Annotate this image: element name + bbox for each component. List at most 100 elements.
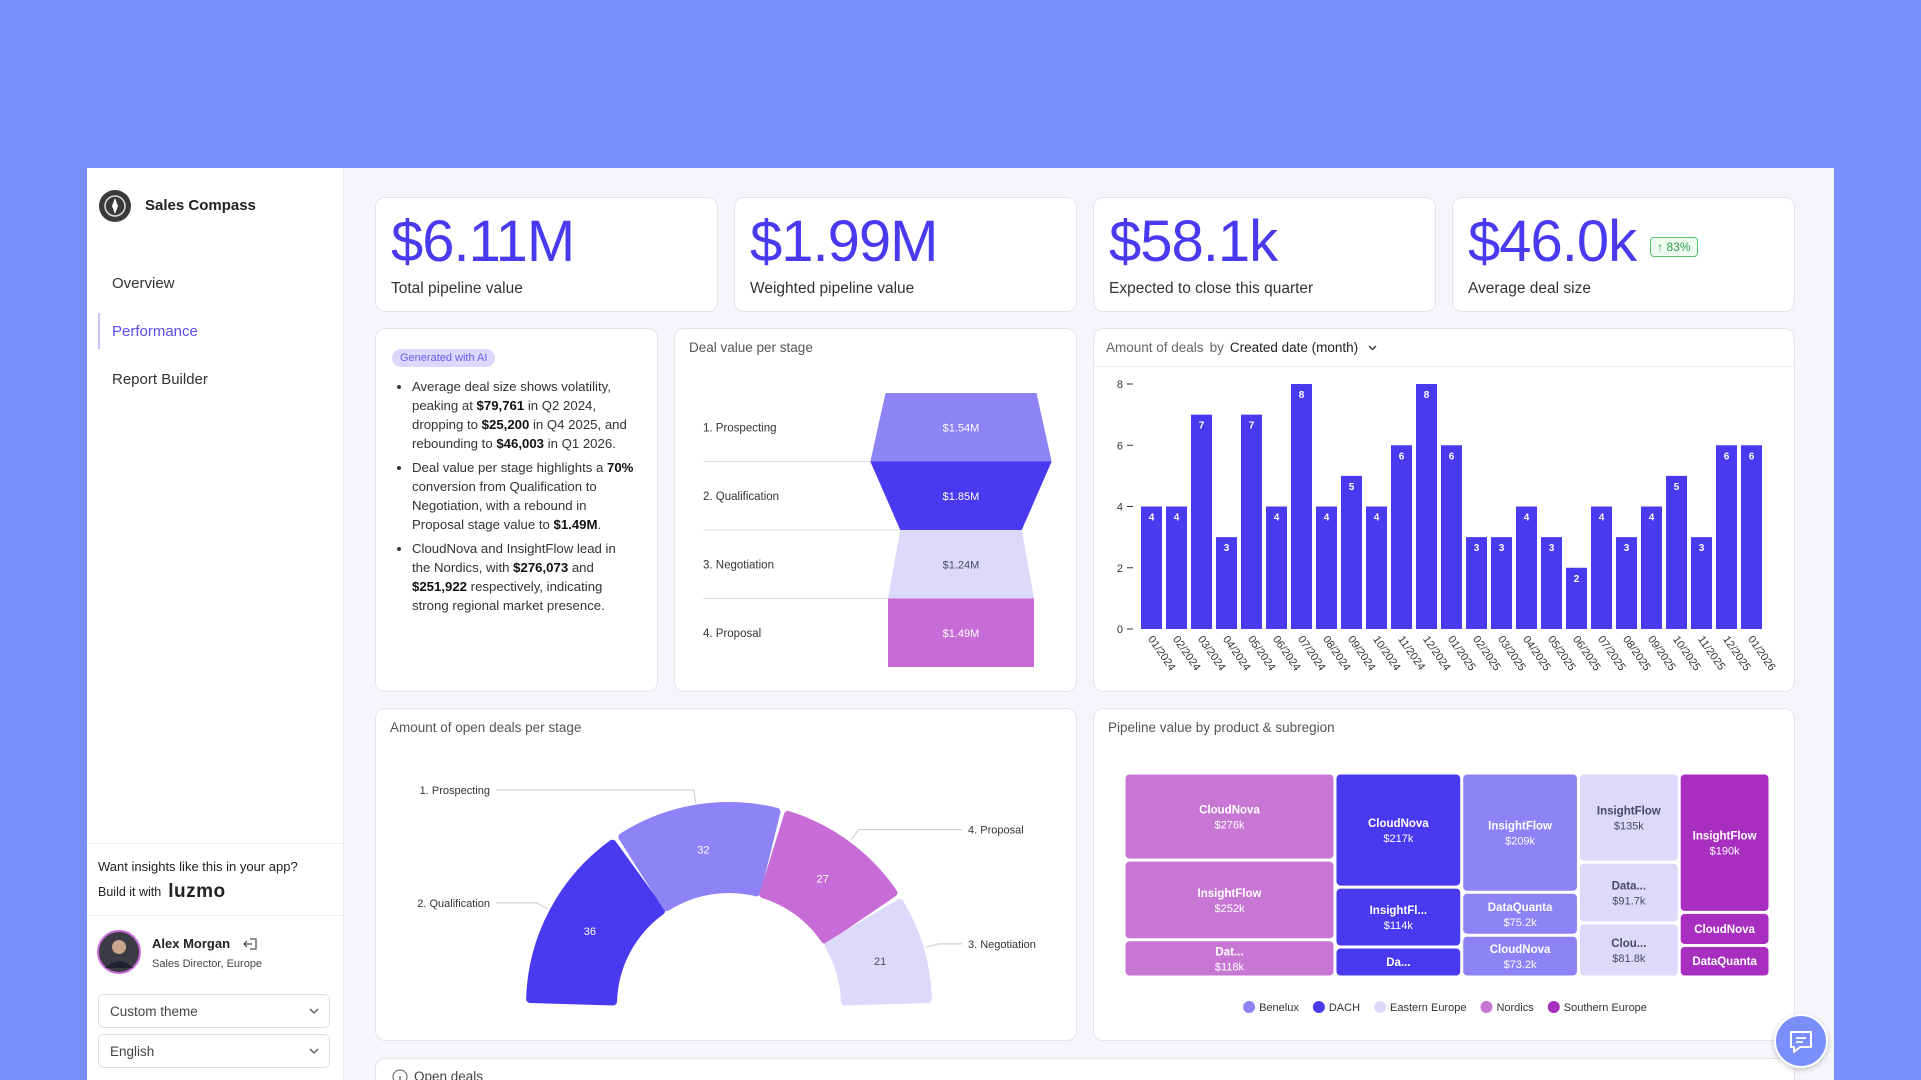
promo-build[interactable]: Build it with luzmo	[98, 881, 226, 903]
kpi-value: $58.1k	[1109, 209, 1278, 274]
insight-text: in Q1 2026.	[544, 436, 616, 451]
treemap-tile	[1680, 946, 1769, 976]
insight-bullet: CloudNova and InsightFlow lead in the No…	[412, 539, 636, 615]
bar-value-label: 5	[1349, 482, 1355, 493]
chevron	[1368, 345, 1377, 350]
nav-item[interactable]: Performance	[112, 323, 198, 340]
divider	[1094, 366, 1794, 367]
y-tick-label: 4	[1117, 502, 1123, 514]
value-label: $1.49M	[943, 628, 980, 640]
kpi-value: $6.11M	[391, 209, 575, 274]
insight-text: .	[597, 517, 602, 532]
bar	[1441, 445, 1462, 629]
tile-label: InsightFlow	[1198, 888, 1262, 900]
bar-value-label: 4	[1524, 513, 1530, 524]
promo: Want insights like this in your app?	[98, 859, 298, 874]
bar	[1741, 445, 1762, 629]
kpi-card: $1.99M Weighted pipeline value	[734, 197, 1077, 312]
stage-label: 3. Negotiation	[703, 559, 774, 571]
bar-value-label: 2	[1574, 574, 1580, 585]
legend: Benelux DACH Eastern Europe Nordics Southern…	[1243, 1001, 1647, 1014]
treemap-tile	[1680, 913, 1769, 944]
kpi-badge: ↑ 83%	[1650, 237, 1698, 257]
treemap-tile	[1336, 948, 1461, 976]
kpi-row: $46.0k ↑ 83%	[1468, 210, 1698, 274]
bar	[1591, 506, 1612, 629]
treemap-tile	[1336, 888, 1461, 946]
bar-value-label: 4	[1649, 513, 1655, 524]
bar	[1191, 414, 1212, 629]
logout-icon[interactable]	[243, 937, 259, 951]
segment-value: 32	[697, 845, 709, 857]
bar-value-label: 4	[1149, 513, 1155, 524]
insight-text: $251,922	[412, 579, 468, 594]
language-select-text: English	[110, 1044, 155, 1059]
user-role: Sales Director, Europe	[152, 958, 263, 970]
legend-swatch	[1374, 1001, 1387, 1013]
insight-text: 70%	[607, 460, 634, 475]
insight-text: Deal value per stage highlights a	[412, 460, 608, 475]
bar	[1466, 537, 1487, 629]
treemap-tile	[1463, 774, 1577, 891]
insight-bullet: Average deal size shows volatility, peak…	[412, 377, 636, 453]
bar	[1366, 506, 1387, 629]
chart-title: Amount of open deals per stage	[390, 720, 582, 735]
group-by-dropdown[interactable]: Created date (month)	[1230, 340, 1377, 355]
insight-text: and	[568, 560, 594, 575]
funnel-segment	[870, 393, 1052, 462]
tile-label: Da...	[1386, 957, 1410, 969]
bar	[1566, 567, 1587, 629]
sidebar: Sales Compass Overview Performance Report …	[87, 168, 344, 1080]
insight-bullet: Deal value per stage highlights a 70% co…	[412, 458, 636, 534]
y-tick-label: 2	[1117, 563, 1123, 575]
open-deals-card: Open deals	[375, 1058, 1795, 1080]
value-label: $1.85M	[943, 491, 980, 503]
promo-brand: luzmo	[168, 881, 226, 902]
bar-value-label: 6	[1449, 451, 1455, 462]
insight-text: $25,200	[481, 417, 530, 432]
legend-label: Eastern Europe	[1390, 1002, 1466, 1014]
legend-swatch	[1243, 1001, 1256, 1013]
kpi-badge-text: 83%	[1666, 240, 1691, 254]
funnel-card: Deal value per stage 1. Prospecting 2. Qu…	[674, 328, 1077, 692]
kpi-row: $6.11M	[391, 209, 575, 274]
bar-value-label: 8	[1299, 390, 1305, 401]
nav-item[interactable]: Overview	[112, 275, 175, 292]
segment-value: 36	[584, 926, 596, 938]
tile-value: $276k	[1215, 820, 1245, 832]
chat-button[interactable]	[1774, 1014, 1828, 1068]
segment-label: 2. Qualification	[417, 898, 490, 910]
bar-value-label: 4	[1274, 513, 1280, 524]
promo-build-text: Build it with	[98, 885, 162, 899]
bar-card: Amount of deals by Created date (month) …	[1093, 328, 1795, 692]
theme-select[interactable]: Custom theme	[98, 994, 330, 1028]
bar-value-label: 3	[1224, 543, 1230, 554]
treemap-tile	[1125, 941, 1334, 976]
kpi-value: $1.99M	[750, 209, 938, 274]
bar-value-label: 7	[1199, 421, 1205, 432]
y-tick-label: 6	[1117, 440, 1123, 452]
tile-value: $217k	[1383, 833, 1413, 845]
chevron	[309, 1048, 319, 1054]
stage-label: 2. Qualification	[703, 491, 779, 503]
treemap-tile	[1463, 936, 1577, 976]
info-icon	[392, 1069, 408, 1080]
insight-text: $1.49M	[553, 517, 598, 532]
insight-text: $46,003	[496, 436, 544, 451]
donut-segment	[526, 839, 666, 1006]
group-by-text: Created date (month)	[1229, 340, 1359, 355]
leader-line	[850, 829, 962, 841]
stage-label: 1. Prospecting	[703, 422, 777, 434]
bar-value-label: 7	[1249, 421, 1255, 432]
bar	[1691, 537, 1712, 629]
nav-item[interactable]: Report Builder	[112, 371, 208, 388]
avatar	[97, 930, 141, 974]
language-select[interactable]: English	[98, 1034, 330, 1068]
tile-value: $91.7k	[1612, 896, 1646, 908]
treemap-tile	[1125, 774, 1334, 859]
bar-header: Amount of deals by Created date (month)	[1106, 340, 1377, 355]
bar	[1541, 537, 1562, 629]
legend-swatch	[1547, 1001, 1560, 1013]
bar	[1291, 384, 1312, 629]
